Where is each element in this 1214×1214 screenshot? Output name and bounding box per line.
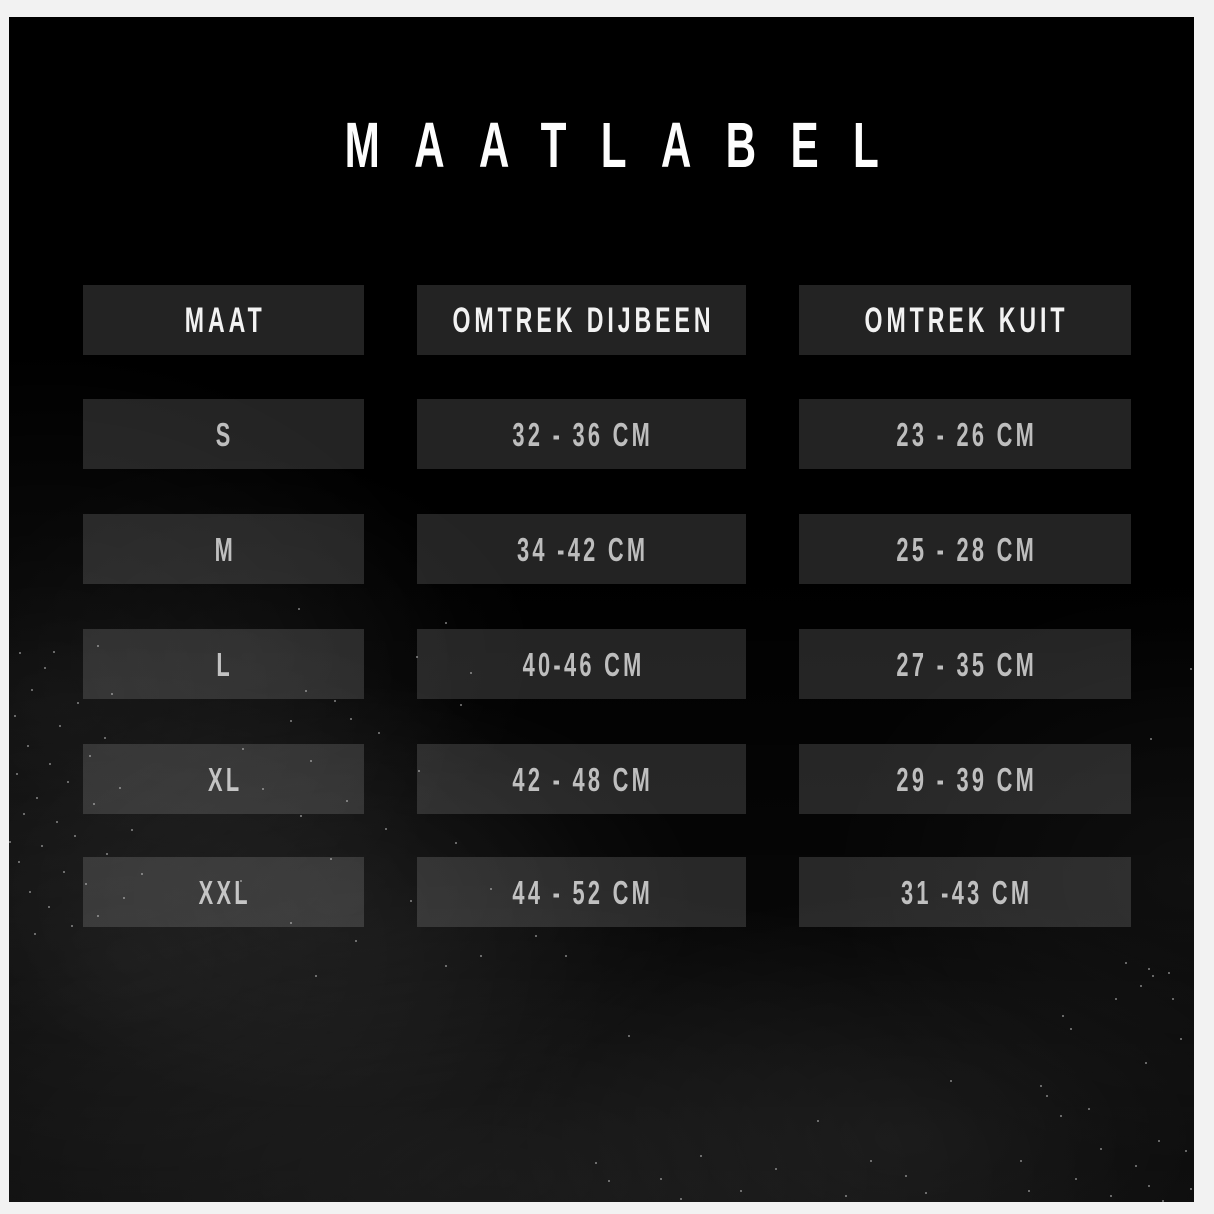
size-label: L	[216, 645, 234, 683]
kuit-value: 27 - 35 CM	[896, 645, 1038, 683]
cell-kuit: 25 - 28 CM	[799, 514, 1131, 584]
header-label-kuit: OMTREK KUIT	[864, 300, 1069, 340]
dijbeen-value: 42 - 48 CM	[512, 760, 654, 798]
cell-dijbeen: 32 - 36 CM	[417, 399, 746, 469]
cell-dijbeen: 42 - 48 CM	[417, 744, 746, 814]
size-label: S	[216, 415, 235, 453]
header-cell-dijbeen: OMTREK DIJBEEN	[417, 285, 746, 355]
kuit-value: 25 - 28 CM	[896, 530, 1038, 568]
table-row-xl: XL 42 - 48 CM 29 - 39 CM	[83, 744, 1131, 814]
table-row-s: S 32 - 36 CM 23 - 26 CM	[83, 399, 1131, 469]
table-row-xxl: XXL 44 - 52 CM 31 -43 CM	[83, 857, 1131, 927]
dijbeen-value: 32 - 36 CM	[512, 415, 654, 453]
kuit-value: 31 -43 CM	[900, 873, 1033, 911]
cell-size: S	[83, 399, 364, 469]
size-label: M	[214, 530, 236, 568]
cell-size: XL	[83, 744, 364, 814]
cell-size: L	[83, 629, 364, 699]
size-label: XXL	[199, 873, 252, 911]
kuit-value: 29 - 39 CM	[896, 760, 1038, 798]
cell-size: XXL	[83, 857, 364, 927]
kuit-value: 23 - 26 CM	[896, 415, 1038, 453]
header-label-maat: MAAT	[185, 300, 266, 340]
cell-kuit: 23 - 26 CM	[799, 399, 1131, 469]
table-row-m: M 34 -42 CM 25 - 28 CM	[83, 514, 1131, 584]
cell-dijbeen: 40-46 CM	[417, 629, 746, 699]
header-cell-maat: MAAT	[83, 285, 364, 355]
cell-dijbeen: 34 -42 CM	[417, 514, 746, 584]
table-row-l: L 40-46 CM 27 - 35 CM	[83, 629, 1131, 699]
size-label: XL	[207, 760, 243, 798]
dijbeen-value: 34 -42 CM	[517, 530, 649, 568]
header-label-dijbeen: OMTREK DIJBEEN	[452, 300, 715, 340]
cell-size: M	[83, 514, 364, 584]
dijbeen-value: 40-46 CM	[522, 645, 645, 683]
cell-kuit: 29 - 39 CM	[799, 744, 1131, 814]
dijbeen-value: 44 - 52 CM	[512, 873, 654, 911]
cell-kuit: 27 - 35 CM	[799, 629, 1131, 699]
header-cell-kuit: OMTREK KUIT	[799, 285, 1131, 355]
page-title: MAATLABEL	[19, 113, 1194, 177]
cell-dijbeen: 44 - 52 CM	[417, 857, 746, 927]
fog-overlay	[9, 17, 1194, 1202]
page-title-text: MAATLABEL	[344, 109, 913, 181]
poster-canvas: MAATLABEL MAAT OMTREK DIJBEEN OMTREK KUI…	[9, 17, 1194, 1202]
table-header-row: MAAT OMTREK DIJBEEN OMTREK KUIT	[83, 285, 1131, 355]
dust-particles	[9, 17, 11, 19]
cell-kuit: 31 -43 CM	[799, 857, 1131, 927]
